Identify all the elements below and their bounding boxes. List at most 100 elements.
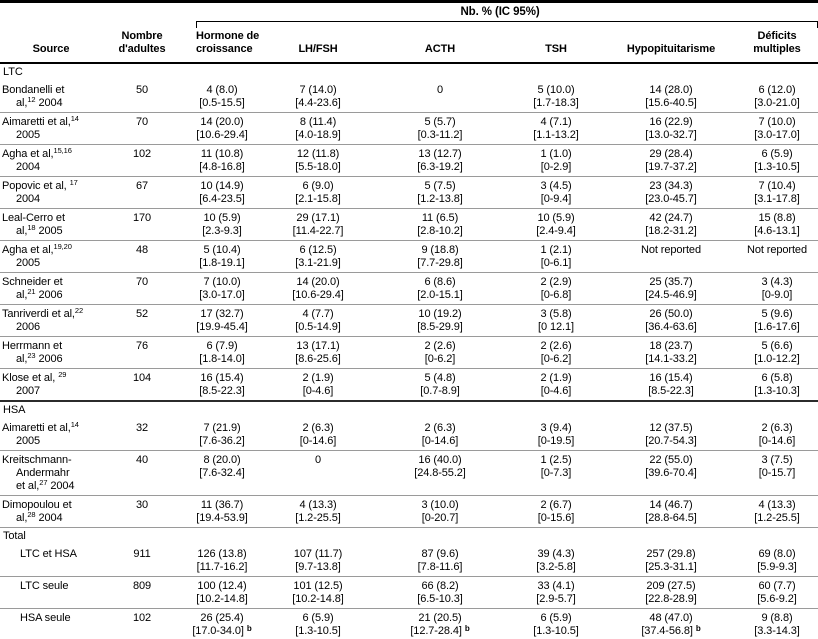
n-adults-cell: 76	[102, 336, 182, 369]
source-cell: Bondanelli et al,12 2004	[2, 84, 65, 109]
source-cell: Schneider et al,21 2006	[0, 272, 102, 305]
footnote-marker: b	[464, 624, 470, 633]
value-cell: 5 (10.4) [1.8-19.1]	[182, 240, 262, 273]
value-cell: 5 (7.5) [1.2-13.8]	[374, 176, 506, 209]
n-adults-cell: 104	[102, 368, 182, 401]
confidence-interval: [5.9-9.3]	[757, 561, 797, 573]
value-text: 5 (6.6)	[761, 340, 793, 352]
confidence-interval: [3.3-14.3]	[754, 625, 800, 637]
col-header-hypopituitarisme: Hypopituitarisme	[606, 28, 736, 64]
value-text: 1 (1.0)	[540, 148, 572, 160]
value-text: 10 (5.9)	[203, 212, 241, 224]
reference-superscript: 21	[27, 287, 36, 296]
confidence-interval: [8.6-25.6]	[295, 353, 341, 365]
confidence-interval: [4.8-16.8]	[199, 161, 245, 173]
source-cell: Dimopoulou et al,28 2004	[0, 495, 102, 528]
value-text: 6 (9.0)	[302, 180, 334, 192]
value-text: 16 (15.4)	[649, 372, 693, 384]
value-cell: 60 (7.7) [5.6-9.2]	[736, 576, 818, 609]
value-cell: 5 (6.6) [1.0-12.2]	[736, 336, 818, 369]
value-cell: 9 (8.8) [3.3-14.3]	[736, 608, 818, 639]
value-text: 14 (46.7)	[649, 499, 693, 511]
table-row: Dimopoulou et al,28 2004 30 11 (36.7) [19.4…	[0, 495, 818, 528]
n-adults-cell: 48	[102, 240, 182, 273]
confidence-interval: [8.5-22.3]	[648, 385, 694, 397]
value-text: 42 (24.7)	[649, 212, 693, 224]
confidence-interval: [3.0-17.0]	[199, 289, 245, 301]
source-cell: LTC et HSA	[20, 548, 77, 560]
confidence-interval: [4.0-18.9]	[295, 129, 341, 141]
table-row: Herrmann et al,23 2006 76 6 (7.9) [1.8-14.0…	[0, 336, 818, 369]
table-row: Aimaretti et al,14 2005 70 14 (20.0) [10.6-…	[0, 112, 818, 145]
value-cell: Not reported	[736, 240, 818, 273]
section-row-hsa: HSA	[0, 400, 818, 419]
confidence-interval: [5.6-9.2]	[757, 593, 797, 605]
n-adults-cell: 30	[102, 495, 182, 528]
value-text: 48 (47.0)	[649, 612, 693, 624]
confidence-interval: [2.1-15.8]	[295, 193, 341, 205]
table-row: Klose et al, 29 2007 104 16 (15.4) [8.5-22.…	[0, 368, 818, 401]
reference-superscript: 28	[27, 510, 36, 519]
source-cell: Herrmann et al,23 2006	[0, 336, 102, 369]
value-text: 14 (20.0)	[200, 116, 244, 128]
value-text: 2 (6.3)	[424, 422, 456, 434]
confidence-interval: [1.3-10.3]	[754, 385, 800, 397]
value-text: 0	[436, 84, 444, 96]
confidence-interval: [0.5-15.5]	[199, 97, 245, 109]
source-cell: Agha et al,15,16 2004	[0, 144, 102, 177]
reference-superscript: 15,16	[53, 146, 72, 155]
table-row: Schneider et al,21 2006 70 7 (10.0) [3.0-17…	[0, 272, 818, 305]
confidence-interval: [12.7-28.4] b	[410, 624, 470, 638]
confidence-interval: [0-20.7]	[421, 512, 459, 524]
value-cell: 1 (2.1) [0-6.1]	[506, 240, 606, 273]
value-cell: Not reported	[606, 240, 736, 273]
value-cell: 22 (55.0) [39.6-70.4]	[606, 450, 736, 496]
value-text: Not reported	[747, 244, 807, 256]
value-cell: 16 (15.4) [8.5-22.3]	[606, 368, 736, 401]
value-text: 87 (9.6)	[421, 548, 459, 560]
confidence-interval: [3.0-17.0]	[754, 129, 800, 141]
span-header-cell: Nb. % (IC 95%)	[182, 2, 818, 28]
reference-superscript: 23	[27, 351, 36, 360]
confidence-interval: [2.3-9.3]	[202, 225, 242, 237]
value-cell: 101 (12.5) [10.2-14.8]	[262, 576, 374, 609]
confidence-interval: [5.5-18.0]	[295, 161, 341, 173]
value-cell: 6 (8.6) [2.0-15.1]	[374, 272, 506, 305]
confidence-interval: [0-4.6]	[302, 385, 334, 397]
value-cell: 2 (6.3) [0-14.6]	[374, 419, 506, 451]
confidence-interval: [1.1-13.2]	[533, 129, 579, 141]
value-cell: 4 (13.3) [1.2-25.5]	[736, 495, 818, 528]
value-cell: 7 (21.9) [7.6-36.2]	[182, 419, 262, 451]
n-adults-cell: 70	[102, 272, 182, 305]
table-row: Agha et al,19,20 2005 48 5 (10.4) [1.8-19.1…	[0, 240, 818, 273]
confidence-interval: [7.8-11.6]	[417, 561, 463, 573]
value-cell: 10 (5.9) [2.3-9.3]	[182, 208, 262, 241]
value-text: 2 (6.7)	[540, 499, 572, 511]
footnote-marker: b	[695, 624, 701, 633]
table-row: Bondanelli et al,12 2004 50 4 (8.0) [0.5-15…	[0, 81, 818, 113]
value-text: 7 (10.0)	[203, 276, 241, 288]
value-text: 4 (7.7)	[302, 308, 334, 320]
value-cell: 6 (5.9) [1.3-10.5]	[262, 608, 374, 639]
value-text: 23 (34.3)	[649, 180, 693, 192]
value-cell: 7 (14.0) [4.4-23.6]	[262, 81, 374, 113]
confidence-interval: [6.4-23.5]	[199, 193, 245, 205]
value-text: 6 (8.6)	[424, 276, 456, 288]
value-cell: 87 (9.6) [7.8-11.6]	[374, 545, 506, 577]
source-cell: LTC seule	[0, 576, 102, 609]
confidence-interval: [3.1-17.8]	[754, 193, 800, 205]
value-cell: 2 (1.9) [0-4.6]	[506, 368, 606, 401]
confidence-interval: [0.3-11.2]	[417, 129, 463, 141]
value-cell: 3 (10.0) [0-20.7]	[374, 495, 506, 528]
span-header-bracket	[196, 21, 818, 28]
value-cell: 16 (15.4) [8.5-22.3]	[182, 368, 262, 401]
confidence-interval: [11.4-22.7]	[292, 225, 344, 237]
confidence-interval: [0-15.7]	[758, 467, 796, 479]
value-cell: 257 (29.8) [25.3-31.1]	[606, 545, 736, 577]
value-cell: 11 (6.5) [2.8-10.2]	[374, 208, 506, 241]
value-text: 2 (6.3)	[302, 422, 334, 434]
value-cell: 5 (9.6) [1.6-17.6]	[736, 304, 818, 337]
value-cell: 23 (34.3) [23.0-45.7]	[606, 176, 736, 209]
source-cell: HSA seule	[0, 608, 102, 639]
confidence-interval: [10.2-14.8]	[292, 593, 344, 605]
